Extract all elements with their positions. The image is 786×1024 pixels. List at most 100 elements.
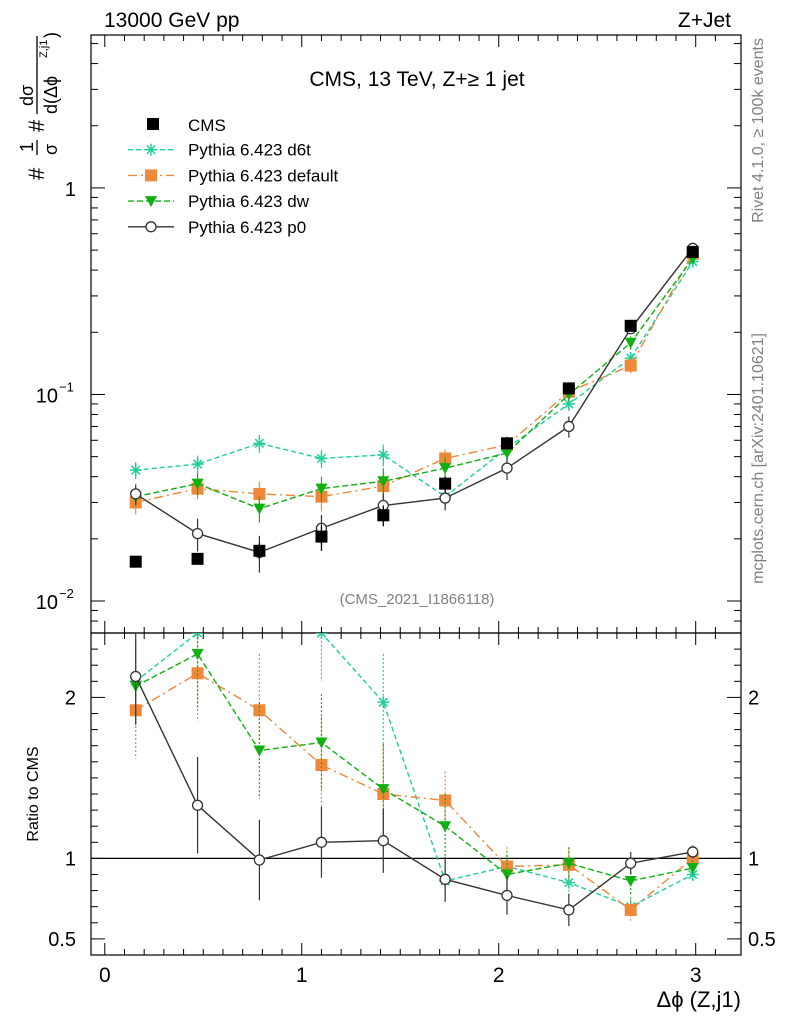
legend-label: Pythia 6.423 dw (188, 192, 310, 211)
legend-marker (145, 169, 157, 182)
ratio-point-arm (564, 877, 574, 888)
data-point (501, 448, 513, 460)
data-point-arm (378, 450, 389, 460)
x-tick-label: 2 (493, 964, 505, 987)
legend-item-1: Pythia 6.423 default (128, 166, 339, 185)
ratio-point (377, 696, 390, 709)
series-line (135, 247, 694, 554)
cms-point (129, 555, 142, 568)
energy-label: 13000 GeV pp (104, 9, 239, 32)
cms-point (501, 437, 513, 450)
legend-marker (145, 221, 157, 233)
legend-item-2: Pythia 6.423 dw (128, 192, 310, 211)
ratio-point (501, 860, 513, 873)
legend-label: CMS (188, 116, 226, 135)
ylabel-frac1-num: 1 (17, 142, 37, 152)
ratio-y-tick-label-right: 0.5 (748, 929, 776, 951)
ratio-point (687, 846, 699, 858)
ratio-point (439, 821, 452, 833)
ratio-point (624, 903, 637, 916)
main-y-axis-label: # 1 σ # dσ d(Δϕ Z,j1 ) (17, 32, 61, 180)
data-point (377, 448, 390, 461)
x-tick-label: 1 (296, 964, 308, 987)
ratio-panel-frame (90, 632, 742, 956)
data-point (624, 337, 637, 349)
data-point (563, 420, 575, 433)
data-point (253, 437, 266, 450)
ratio-line (135, 633, 694, 908)
ylabel-hash1: # (24, 167, 49, 180)
ratio-point (253, 854, 266, 866)
ratio-line (135, 672, 694, 911)
cms-point (191, 552, 204, 565)
ratio-line (135, 653, 693, 882)
ratio-y-tick-label-right: 1 (748, 848, 759, 870)
main-y-tick-label: 1 (65, 179, 76, 201)
main-y-tick-base: 10 (36, 592, 58, 614)
rivet-label: Rivet 4.1.0, ≥ 100k events (750, 38, 767, 223)
ylabel-hash2: # (24, 119, 49, 132)
main-y-tick-base: 10 (36, 385, 58, 407)
ratio-point-arm (688, 869, 698, 880)
ylabel-frac2-close: ) (41, 32, 61, 38)
analysis-id: (CMS_2021_I1866118) (340, 591, 495, 608)
ylabel-frac2-den: d(Δϕ (41, 76, 61, 114)
main-y-tick-label: 10 −2 (36, 586, 74, 614)
data-point (501, 462, 513, 474)
data-point (130, 488, 142, 500)
ratio-point (625, 857, 637, 869)
ratio-point (315, 759, 328, 772)
ratio-point-arm (196, 633, 203, 638)
ratio-point (253, 745, 266, 757)
ylabel-frac2-num: dσ (17, 85, 37, 106)
series-line (135, 261, 694, 498)
main-y-tick-exp: −2 (59, 586, 74, 601)
main-y-tick-exp: −1 (59, 379, 74, 394)
ratio-point (315, 836, 328, 848)
data-point (253, 487, 266, 500)
x-tick-label: 0 (99, 964, 111, 987)
ratio-point (315, 633, 328, 639)
series-line (135, 253, 694, 504)
ratio-point-arm (378, 697, 389, 707)
data-point (191, 458, 204, 471)
process-label: Z+Jet (678, 9, 731, 32)
ratio-point (501, 889, 513, 902)
ratio-line (135, 676, 693, 911)
ylabel-frac1-den: σ (41, 144, 61, 155)
cms-point (624, 319, 637, 332)
ratio-point-arm (316, 633, 323, 638)
ratio-series-3 (130, 633, 699, 927)
data-point (129, 464, 142, 477)
x-axis-label: Δϕ (Z,j1) (657, 987, 741, 1012)
ratio-point (439, 873, 451, 885)
data-point-arm (316, 453, 327, 464)
chart-title: CMS, 13 TeV, Z+≥ 1 jet (309, 68, 524, 91)
legend-marker (147, 118, 159, 130)
main-y-tick-label: 10 −1 (36, 379, 74, 407)
axes: 0 1 2 310 −210 −110.5 0.51 12 2 (36, 35, 776, 987)
ratio-point (501, 869, 513, 881)
data-point-arm (254, 438, 265, 449)
legend-item-0: Pythia 6.423 d6t (128, 141, 311, 160)
ylabel-frac2-sup: Z,j1 (38, 40, 50, 58)
series-2 (129, 253, 699, 523)
data-point-arm (130, 465, 141, 475)
series-0 (129, 255, 699, 508)
cms-point (686, 245, 699, 258)
ratio-y-tick-label: 1 (65, 848, 76, 870)
ratio-point (191, 667, 204, 680)
series-3 (130, 242, 699, 573)
legend-item-3: Pythia 6.423 p0 (128, 218, 306, 237)
cms-point (377, 509, 390, 522)
data-point (439, 463, 452, 475)
ratio-y-tick-label: 0.5 (48, 929, 76, 951)
ratio-y-tick-label: 2 (65, 687, 76, 709)
ratio-point (191, 799, 204, 811)
cms-data (129, 245, 699, 568)
data-point (377, 476, 390, 488)
legend-label: Pythia 6.423 default (188, 166, 339, 185)
cms-point (439, 477, 452, 490)
ratio-point (130, 670, 142, 683)
